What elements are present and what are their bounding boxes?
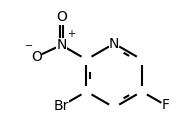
Text: O: O xyxy=(31,50,42,64)
Text: O: O xyxy=(56,10,67,24)
Text: Br: Br xyxy=(54,99,69,113)
Text: N: N xyxy=(56,38,66,52)
Text: F: F xyxy=(162,98,170,112)
Text: N: N xyxy=(109,37,119,51)
Text: −: − xyxy=(25,41,33,51)
Text: +: + xyxy=(67,29,75,39)
